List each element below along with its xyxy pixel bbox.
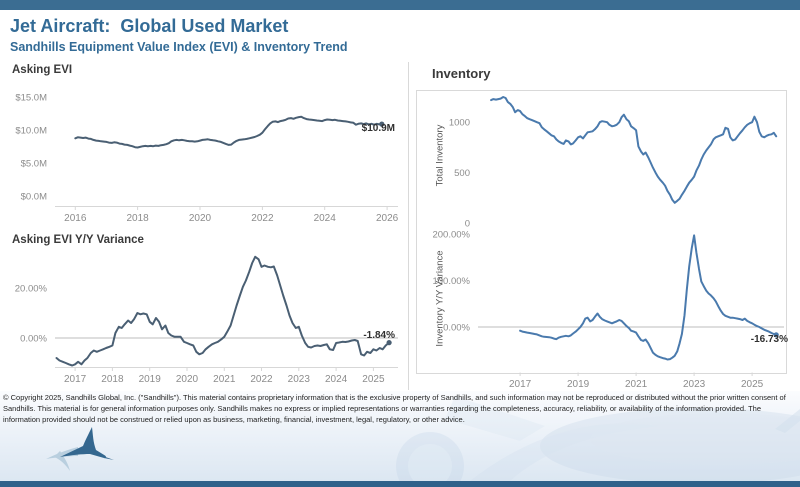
svg-text:2022: 2022 xyxy=(250,374,273,385)
svg-text:2019: 2019 xyxy=(567,379,590,390)
top-accent-bar xyxy=(0,0,800,10)
column-divider xyxy=(408,62,409,390)
svg-text:2025: 2025 xyxy=(362,374,385,385)
svg-text:2019: 2019 xyxy=(139,374,162,385)
crane-logo-icon xyxy=(46,427,114,471)
svg-text:$0.0M: $0.0M xyxy=(21,192,47,203)
asking-evi-variance-chart: 2017 2018 2019 2020 2021 2022 2023 2024 2025 0.00… xyxy=(15,255,398,385)
bottom-accent-bar xyxy=(0,481,800,487)
sandhills-logo: Sandhills Global. xyxy=(40,427,260,479)
page-title: Jet Aircraft: Global Used Market xyxy=(10,16,289,36)
svg-text:2021: 2021 xyxy=(213,374,236,385)
svg-text:2017: 2017 xyxy=(64,374,87,385)
svg-text:2020: 2020 xyxy=(176,374,199,385)
svg-text:2020: 2020 xyxy=(189,213,212,222)
svg-text:2026: 2026 xyxy=(376,213,399,222)
page-subtitle: Sandhills Equipment Value Index (EVI) & … xyxy=(10,40,348,54)
asking-evi-end-value: $10.9M xyxy=(361,123,395,134)
asking-evi-variance-title: Asking EVI Y/Y Variance xyxy=(12,234,144,246)
svg-text:100.00%: 100.00% xyxy=(432,276,470,287)
footer: © Copyright 2025, Sandhills Global, Inc.… xyxy=(0,391,800,481)
svg-text:200.00%: 200.00% xyxy=(432,230,470,241)
asking-evi-chart: 2016 2018 2020 2022 2024 2026 $0.0M $5.0M $10.0M… xyxy=(15,93,399,223)
disclaimer-text: © Copyright 2025, Sandhills Global, Inc.… xyxy=(3,393,786,424)
svg-text:$10.0M: $10.0M xyxy=(15,126,47,137)
svg-text:$5.0M: $5.0M xyxy=(21,159,47,170)
svg-text:2024: 2024 xyxy=(325,374,348,385)
svg-text:2018: 2018 xyxy=(101,374,124,385)
inventory-variance-end-value: -16.73% xyxy=(750,334,788,345)
svg-text:2025: 2025 xyxy=(741,379,764,390)
svg-text:0.00%: 0.00% xyxy=(20,334,47,345)
inventory-ylabel: Total Inventory xyxy=(434,124,446,187)
svg-text:2023: 2023 xyxy=(683,379,706,390)
asking-evi-variance-end-value: -1.84% xyxy=(363,330,395,341)
svg-text:2017: 2017 xyxy=(509,379,532,390)
svg-text:2024: 2024 xyxy=(314,213,337,222)
svg-text:20.00%: 20.00% xyxy=(15,284,48,295)
svg-text:0.00%: 0.00% xyxy=(443,323,470,334)
svg-text:500: 500 xyxy=(454,168,470,179)
airplane-background-image xyxy=(396,396,800,481)
svg-text:1000: 1000 xyxy=(449,118,470,129)
svg-text:0: 0 xyxy=(465,219,470,229)
svg-text:2022: 2022 xyxy=(251,213,274,222)
svg-text:2018: 2018 xyxy=(126,213,149,222)
inventory-variance-ylabel: Inventory Y/Y Variance xyxy=(434,250,446,347)
asking-evi-title: Asking EVI xyxy=(12,64,73,76)
svg-text:2021: 2021 xyxy=(625,379,648,390)
svg-text:2016: 2016 xyxy=(64,213,87,222)
inventory-variance-chart: 2017 2019 2021 2023 2025 0.00% 100.00% 200.00% xyxy=(432,230,784,390)
inventory-title: Inventory xyxy=(432,66,491,81)
inventory-chart: 0 500 1000 xyxy=(449,96,778,229)
svg-text:$15.0M: $15.0M xyxy=(15,93,47,104)
svg-text:2023: 2023 xyxy=(288,374,311,385)
